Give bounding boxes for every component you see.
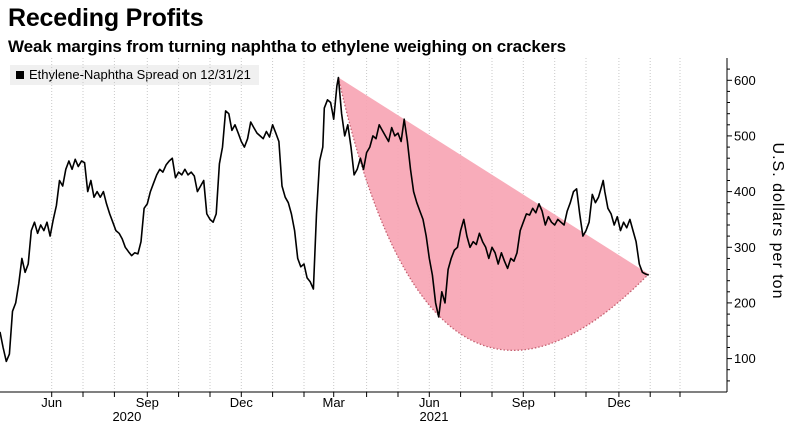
x-tick-label: Dec — [230, 395, 254, 410]
x-tick-label: Mar — [323, 395, 346, 410]
page-subtitle: Weak margins from turning naphtha to eth… — [8, 37, 566, 56]
y-tick-label: 300 — [734, 240, 756, 255]
y-tick-label: 100 — [734, 351, 756, 366]
x-tick-label: Sep — [136, 395, 159, 410]
profit-decline-shade — [338, 77, 649, 351]
y-tick-label: 600 — [734, 73, 756, 88]
y-tick-label: 500 — [734, 128, 756, 143]
page-title: Receding Profits — [8, 4, 204, 32]
x-tick-label: Sep — [512, 395, 535, 410]
legend-label: Ethylene-Naphtha Spread on 12/31/21 — [29, 67, 251, 82]
x-tick-label: Dec — [607, 395, 631, 410]
x-year-label: 2020 — [112, 409, 141, 424]
x-axis-ticks: Jun Sep Dec Mar Jun Sep Dec 2020 2021 — [41, 392, 681, 424]
y-tick-label: 200 — [734, 295, 756, 310]
spread-line — [0, 76, 649, 363]
legend-swatch — [16, 70, 24, 79]
chart-legend: Ethylene-Naphtha Spread on 12/31/21 — [10, 65, 259, 85]
x-year-label: 2021 — [420, 409, 449, 424]
x-tick-label: Jun — [41, 395, 62, 410]
y-axis-label: U.S. dollars per ton — [769, 143, 786, 300]
x-tick-label: Jun — [419, 395, 440, 410]
y-axis-ticks: 100 200 300 400 500 600 — [727, 68, 756, 382]
y-tick-label: 400 — [734, 184, 756, 199]
